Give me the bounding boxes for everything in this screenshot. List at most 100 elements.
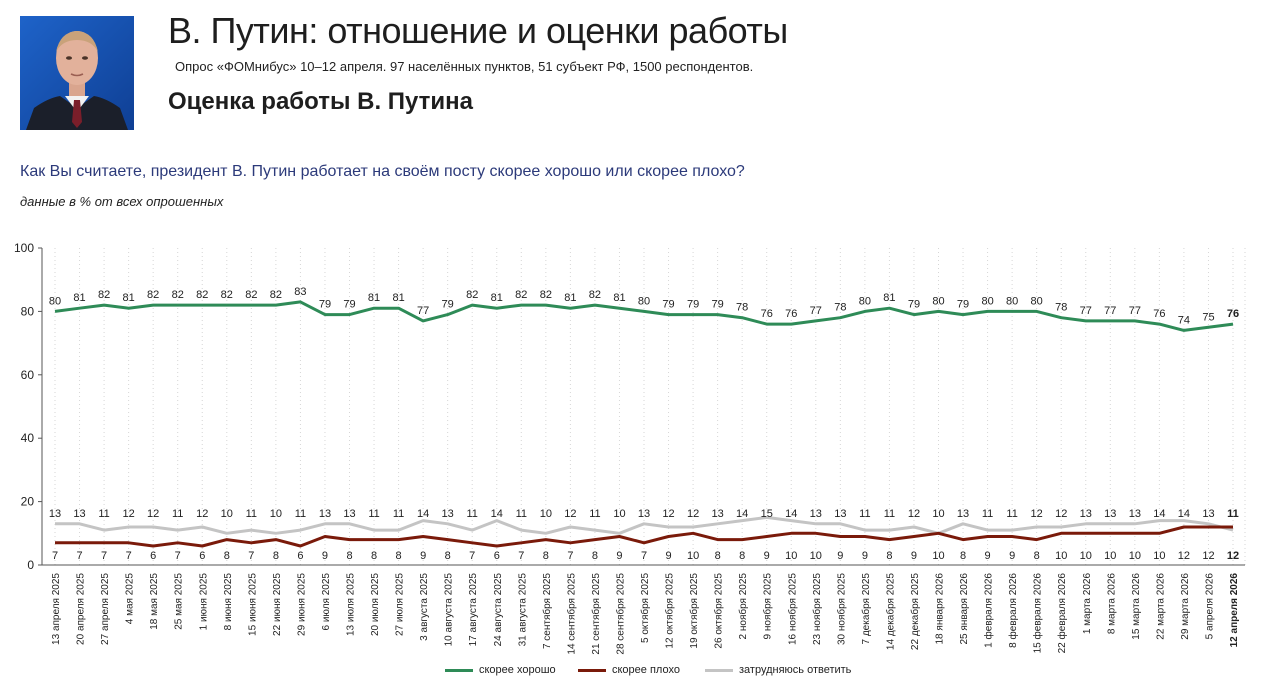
data-label-good: 80 [981,295,993,307]
chart-legend: скорее хорошо скорее плохо затрудняюсь о… [0,664,1280,680]
line-chart: 0 20 40 60 80 100 13 апреля 2025 20 апреля 2025… [14,241,1246,655]
x-tick-label: 1 марта 2026 [1082,573,1093,635]
data-label-bad: 9 [985,550,991,562]
series-line-1 [55,525,1233,548]
data-label-good: 82 [589,289,601,301]
data-label-good: 81 [123,292,135,304]
data-label-bad: 7 [248,550,254,562]
data-label-unsure: 11 [98,508,109,520]
data-label-good: 80 [1031,295,1043,307]
data-label-bad: 8 [346,550,352,562]
legend-label-unsure: затрудняюсь ответить [739,664,852,676]
x-tick-label: 25 января 2026 [959,573,970,645]
data-label-unsure: 12 [123,508,135,520]
data-label-bad: 7 [101,550,107,562]
data-label-good: 80 [1006,295,1018,307]
x-tick-label: 13 июля 2025 [346,573,357,636]
data-label-unsure: 11 [466,508,477,520]
y-tick-label: 40 [21,431,35,445]
x-tick-label: 2 ноября 2025 [737,573,749,640]
data-label-unsure: 10 [540,508,552,520]
data-label-bad: 6 [297,550,303,562]
data-label-good: 74 [1178,314,1190,326]
legend-item-bad: скорее плохо [578,664,680,676]
data-label-unsure: 14 [1153,508,1165,520]
x-tick-label: 3 августа 2025 [419,573,430,641]
data-label-good: 81 [613,292,625,304]
legend-item-good: скорее хорошо [445,664,556,676]
data-label-bad: 10 [1055,550,1067,562]
data-label-unsure: 12 [1031,508,1043,520]
data-label-bad: 8 [715,550,721,562]
data-label-unsure: 14 [785,508,797,520]
data-label-bad: 8 [273,550,279,562]
data-label-bad: 7 [175,550,181,562]
data-label-bad: 9 [862,550,868,562]
data-label-good: 76 [1227,308,1239,320]
y-tick-label: 0 [27,558,34,572]
data-label-unsure: 13 [638,508,650,520]
series-line-0 [54,300,1234,332]
data-label-bad: 7 [469,550,475,562]
data-label-unsure: 11 [859,508,870,520]
data-label-bad: 6 [199,550,205,562]
data-label-good: 78 [1055,302,1067,314]
x-tick-label: 31 августа 2025 [517,573,528,647]
x-tick-label: 18 января 2026 [935,573,946,645]
data-label-unsure: 10 [932,508,944,520]
data-label-unsure: 14 [491,508,503,520]
data-label-unsure: 11 [884,508,895,520]
data-label-good: 80 [932,295,944,307]
y-tick-label: 20 [21,495,35,509]
x-tick-label: 13 апреля 2025 [51,573,62,645]
data-label-good: 79 [957,299,969,311]
page-title: В. Путин: отношение и оценки работы [168,10,788,51]
data-label-good: 80 [49,295,61,307]
data-label-good: 76 [785,308,797,320]
data-label-bad: 9 [420,550,426,562]
data-label-unsure: 12 [687,508,699,520]
data-label-good: 76 [761,308,773,320]
data-label-bad: 6 [150,550,156,562]
data-label-bad: 9 [837,550,843,562]
x-tick-label: 20 июля 2025 [370,573,381,636]
data-label-unsure: 11 [246,508,257,520]
data-label-good: 79 [687,299,699,311]
data-label-bad: 12 [1202,550,1214,562]
data-label-bad: 12 [1178,550,1190,562]
x-tick-label: 5 октября 2025 [639,573,651,643]
data-label-good: 82 [172,289,184,301]
data-label-good: 81 [392,292,404,304]
x-tick-label: 30 ноября 2025 [835,573,847,645]
x-tick-label: 27 июля 2025 [395,573,406,636]
data-label-good: 80 [638,295,650,307]
legend-label-good: скорее хорошо [479,664,556,676]
data-label-good: 78 [736,302,748,314]
x-tick-label: 6 июля 2025 [321,573,332,631]
data-label-bad: 7 [641,550,647,562]
data-label-good: 77 [1129,305,1141,317]
data-label-good: 82 [540,289,552,301]
data-label-unsure: 11 [589,508,600,520]
section-heading: Оценка работы В. Путина [168,88,474,115]
legend-swatch-unsure [705,668,733,672]
x-tick-label: 21 сентября 2025 [590,573,602,655]
data-label-unsure: 10 [221,508,233,520]
data-label-bad: 7 [567,550,573,562]
data-label-good: 76 [1153,308,1165,320]
data-label-good: 82 [98,289,110,301]
data-label-unsure: 13 [1202,508,1214,520]
data-label-bad: 10 [785,550,797,562]
data-label-good: 81 [564,292,576,304]
data-label-unsure: 13 [810,508,822,520]
data-label-unsure: 14 [1178,508,1190,520]
x-tick-label: 28 сентября 2025 [614,573,626,655]
data-label-unsure: 13 [712,508,724,520]
data-label-unsure: 13 [957,508,969,520]
data-label-bad: 10 [932,550,944,562]
data-label-bad: 7 [126,550,132,562]
series-line-2 [55,515,1234,535]
data-label-bad: 9 [665,550,671,562]
data-label-unsure: 13 [343,508,355,520]
x-tick-label: 19 октября 2025 [688,573,700,649]
